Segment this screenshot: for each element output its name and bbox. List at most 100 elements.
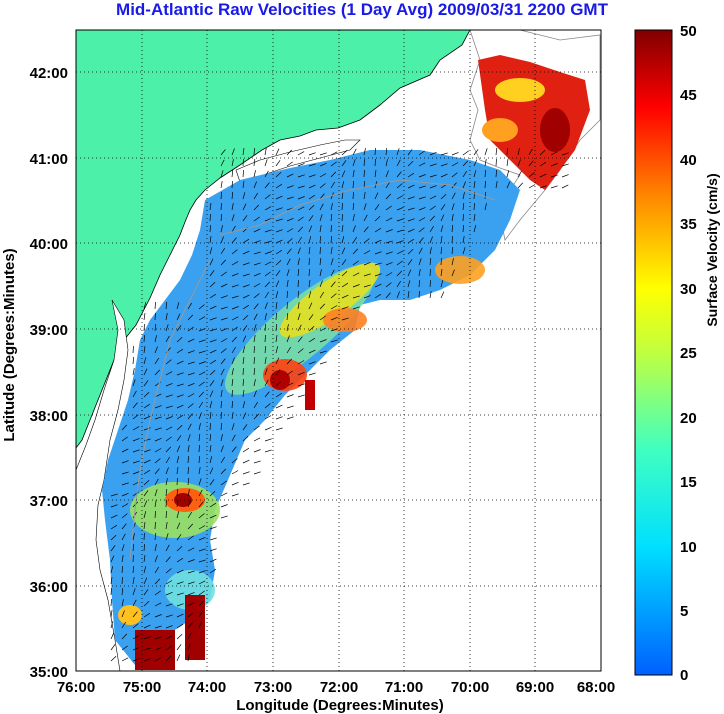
velocity-arrow [297,236,302,244]
velocity-arrow [319,361,327,365]
velocity-arrow [198,412,202,420]
velocity-arrow [341,294,349,299]
velocity-arrow [176,603,184,607]
velocity-arrow [330,203,333,211]
velocity-arrow [231,237,237,244]
velocity-arrow [187,413,193,420]
velocity-arrow [253,425,260,431]
velocity-arrow [132,565,135,574]
velocity-arrow [220,306,228,310]
velocity-arrow [165,301,168,310]
velocity-arrow [264,426,272,431]
velocity-arrow [209,236,212,244]
velocity-arrow [330,235,333,244]
velocity-arrow [231,180,233,189]
velocity-arrow [231,261,239,266]
y-tick-label: 37:00 [30,493,68,510]
velocity-arrow [264,368,268,376]
velocity-arrow [154,416,162,420]
velocity-arrow [330,305,338,310]
velocity-arrow [132,402,138,409]
velocity-arrow [363,226,369,233]
velocity-arrow [319,162,327,167]
velocity-arrow [231,249,238,255]
velocity-arrow [176,313,181,321]
velocity-arrow [231,400,234,409]
velocity-arrow [187,338,195,343]
velocity-arrow [385,217,393,222]
velocity-arrow [484,148,488,156]
velocity-arrow [308,325,315,332]
velocity-arrow [198,381,205,387]
velocity-arrow [154,437,162,442]
velocity-arrow [209,293,217,299]
velocity-arrow [242,215,248,222]
velocity-arrow [220,259,227,266]
velocity-arrow [231,159,234,167]
velocity-arrow [198,590,205,596]
velocity-arrow [253,379,256,387]
velocity-arrow [429,151,437,156]
velocity-arrow [473,159,478,167]
velocity-arrow [374,170,377,178]
velocity-arrow [132,543,135,552]
velocity-arrow [165,544,170,552]
velocity-arrow [374,215,381,222]
velocity-arrow [176,654,181,662]
velocity-arrow [253,401,258,409]
velocity-arrow [143,392,150,398]
velocity-arrow [231,357,235,365]
velocity-arrow [264,148,267,156]
velocity-arrow [110,504,118,508]
velocity-arrow [209,224,211,233]
velocity-arrow [440,236,443,244]
velocity-arrow [429,268,431,277]
velocity-arrow [165,416,173,420]
velocity-arrow [253,437,261,442]
velocity-arrow [165,580,173,585]
velocity-arrow [231,378,234,387]
velocity-arrow [319,291,324,299]
velocity-arrow [187,612,194,618]
velocity-arrow [121,460,129,464]
velocity-arrow [176,581,184,585]
y-tick-label: 42:00 [30,65,68,82]
velocity-arrow [275,259,282,266]
velocity-arrow [176,360,184,365]
velocity-arrow [143,427,151,431]
velocity-arrow [253,240,261,244]
velocity-vectors [110,147,569,662]
velocity-arrow [231,326,238,332]
velocity-arrow [286,382,294,387]
x-tick-label: 76:00 [57,679,95,696]
velocity-arrow [473,149,479,156]
velocity-arrow [209,380,215,387]
velocity-arrow [242,181,245,189]
velocity-arrow [198,559,206,563]
colorbar-tick-label: 30 [680,281,697,298]
velocity-arrow [363,158,366,167]
velocity-arrow [198,570,206,574]
velocity-arrow [176,372,184,376]
velocity-arrow [440,152,448,156]
velocity-arrow [308,372,316,376]
velocity-arrow [121,555,124,563]
velocity-arrow [209,433,211,442]
velocity-arrow [143,380,149,387]
velocity-arrow [363,169,365,178]
velocity-arrow [165,456,170,464]
velocity-arrow [209,548,217,552]
velocity-arrow [187,423,192,431]
velocity-arrow [363,295,371,299]
velocity-arrow [275,302,278,310]
velocity-arrow [209,479,215,486]
velocity-arrow [308,349,316,354]
velocity-arrow [341,259,347,266]
velocity-arrow [429,185,437,189]
velocity-arrow [330,213,333,222]
velocity-arrow [209,456,213,464]
velocity-arrow [165,324,169,332]
velocity-arrow [341,306,349,310]
velocity-arrow [374,273,382,277]
velocity-arrow [242,148,245,156]
